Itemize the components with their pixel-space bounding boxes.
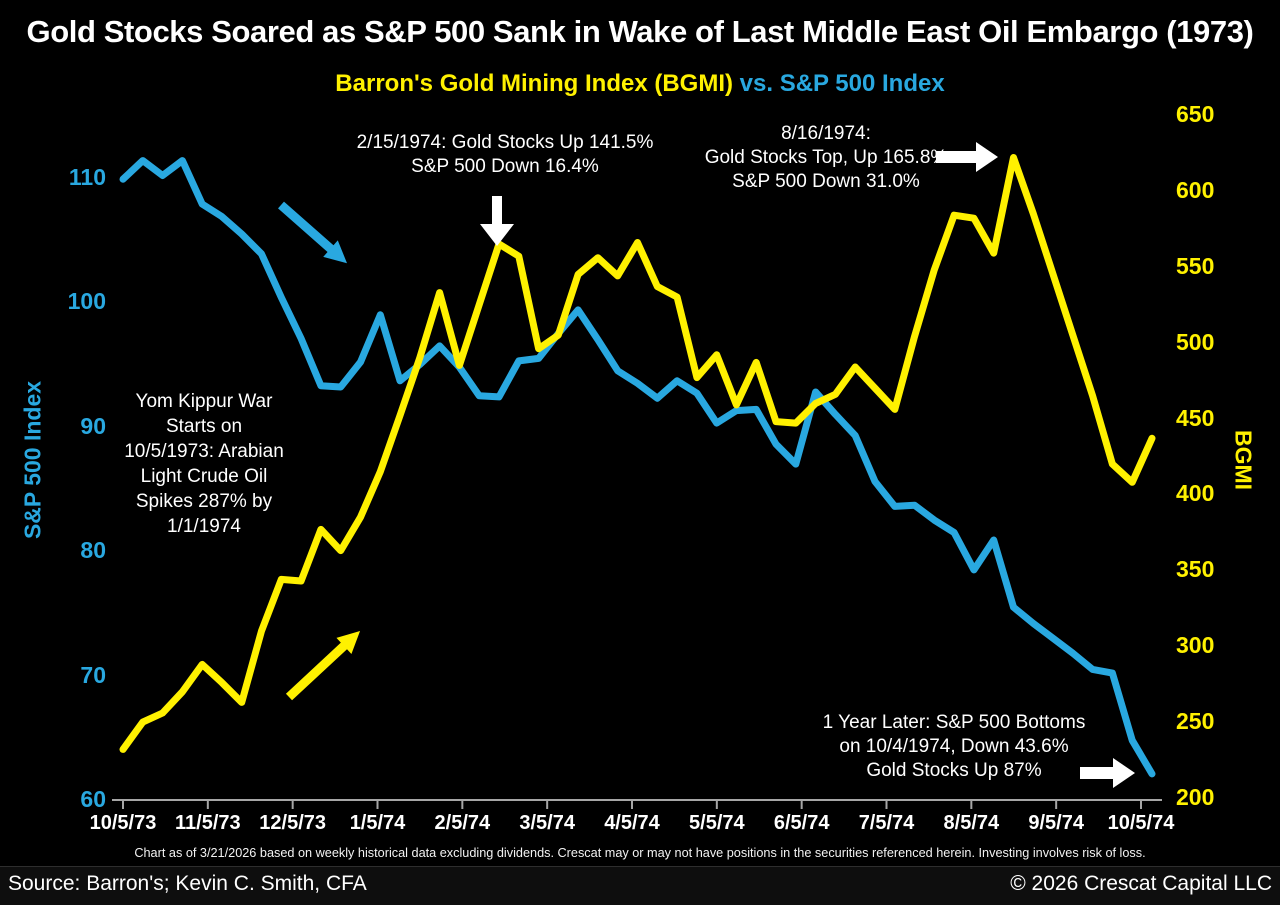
footer-bar [0,866,1280,905]
right-axis-tick-450: 450 [1176,404,1215,431]
left-axis-tick-90: 90 [80,412,106,439]
x-axis-tick-5/5/74: 5/5/74 [689,812,745,834]
annotation-feb-1974: 2/15/1974: Gold Stocks Up 141.5% S&P 500… [356,132,654,177]
right-axis-title: BGMI [1230,429,1257,491]
white-right-arrow-bottom-icon [1080,758,1135,788]
bgmi-line [119,154,1156,753]
x-axis-tick-8/5/74: 8/5/74 [943,812,1000,834]
x-axis-tick-11/5/73: 11/5/73 [175,812,241,834]
x-axis-tick-3/5/74: 3/5/74 [519,812,575,834]
x-axis-tick-4/5/74: 4/5/74 [604,812,660,834]
x-axis-tick-10/5/74: 10/5/74 [1107,812,1175,834]
right-axis-tick-650: 650 [1176,101,1215,127]
copyright-text: © 2026 Crescat Capital LLC [1010,872,1272,895]
right-axis-tick-200: 200 [1176,784,1215,810]
x-axis-tick-12/5/73: 12/5/73 [259,812,327,834]
x-axis-tick-9/5/74: 9/5/74 [1028,812,1084,834]
x-axis-tick-2/5/74: 2/5/74 [434,812,491,834]
right-axis-tick-550: 550 [1176,252,1215,279]
white-right-arrow-top-icon [936,142,998,172]
right-axis-tick-250: 250 [1176,708,1215,735]
annotation-yom-kippur: Yom Kippur War Starts on 10/5/1973: Arab… [124,391,284,537]
annotation-one-year-later: 1 Year Later: S&P 500 Bottoms on 10/4/19… [822,712,1086,781]
subtitle-bgmi: Barron's Gold Mining Index (BGMI) [335,70,733,97]
x-axis-ticks [122,800,1142,809]
left-axis-tick-110: 110 [68,164,106,190]
x-axis-tick-1/5/74: 1/5/74 [349,812,406,834]
sp500-line [119,157,1156,778]
left-axis-tick-60: 60 [80,786,106,812]
x-axis-tick-6/5/74: 6/5/74 [773,812,830,834]
right-axis-tick-400: 400 [1176,480,1215,507]
subtitle-sp500: vs. S&P 500 Index [733,70,945,97]
right-axis-tick-500: 500 [1176,328,1215,355]
left-axis-tick-70: 70 [80,661,106,688]
left-axis-tick-100: 100 [67,288,106,315]
annotation-aug-1974: 8/16/1974: Gold Stocks Top, Up 165.8% S&… [704,123,948,192]
x-axis-tick-7/5/74: 7/5/74 [858,812,915,834]
chart-title: Gold Stocks Soared as S&P 500 Sank in Wa… [26,14,1254,49]
x-axis-tick-10/5/73: 10/5/73 [89,812,157,834]
right-axis-tick-300: 300 [1176,632,1215,659]
blue-down-right-arrow-icon [278,201,348,264]
right-axis-tick-350: 350 [1176,556,1215,583]
chart-subtitle: Barron's Gold Mining Index (BGMI) vs. S&… [0,70,1280,98]
source-text: Source: Barron's; Kevin C. Smith, CFA [8,872,367,895]
left-axis-tick-80: 80 [80,537,106,564]
yellow-up-right-arrow-icon [285,630,361,701]
white-down-arrow-icon [480,196,514,246]
disclaimer-text: Chart as of 3/21/2026 based on weekly hi… [134,846,1146,860]
left-axis-title: S&P 500 Index [19,380,46,540]
right-axis-tick-600: 600 [1176,176,1215,203]
